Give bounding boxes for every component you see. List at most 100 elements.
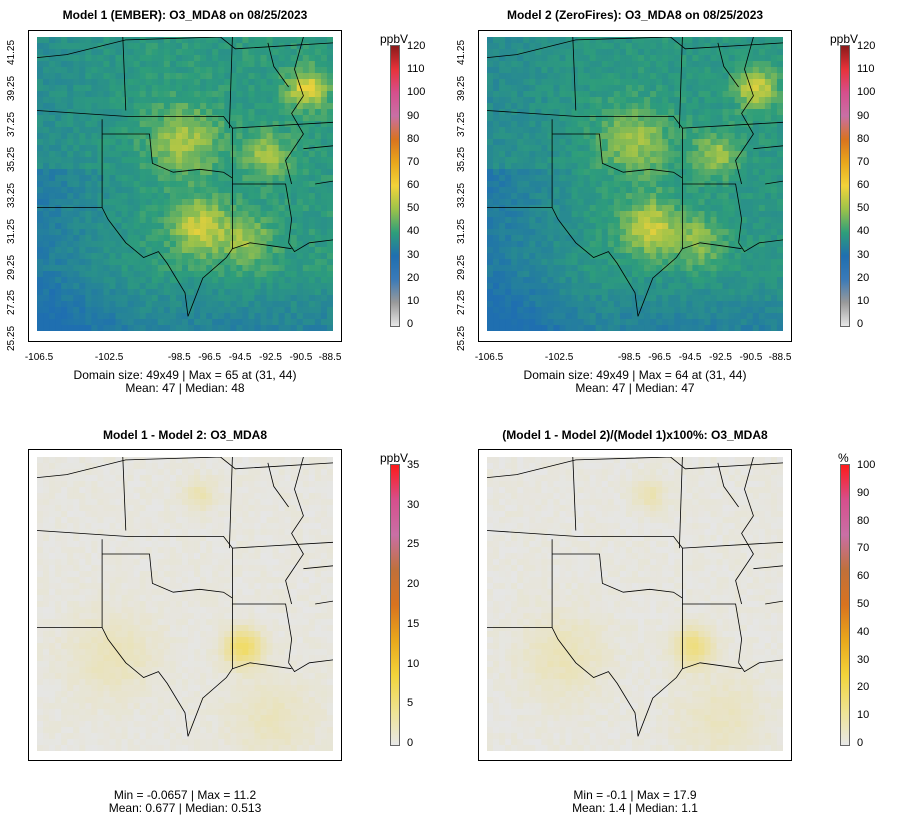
grid-cell xyxy=(272,175,280,182)
grid-cell xyxy=(320,259,328,266)
grid-cell xyxy=(613,49,621,56)
grid-cell xyxy=(91,307,99,314)
grid-cell xyxy=(188,91,195,98)
grid-cell xyxy=(55,97,62,104)
grid-cell xyxy=(595,259,603,266)
grid-cell xyxy=(758,127,766,134)
grid-cell xyxy=(716,97,724,104)
state-boundary xyxy=(487,207,639,317)
grid-cell xyxy=(523,151,530,158)
grid-cell xyxy=(583,67,591,74)
grid-cell xyxy=(487,271,494,278)
grid-cell xyxy=(631,139,639,146)
grid-cell xyxy=(266,91,274,98)
grid-cell xyxy=(109,217,117,224)
grid-cell xyxy=(505,259,512,266)
grid-cell xyxy=(320,151,328,158)
grid-cell xyxy=(37,175,44,182)
grid-cell xyxy=(188,319,195,326)
grid-cell xyxy=(722,37,730,44)
grid-cell xyxy=(650,121,657,128)
grid-cell xyxy=(487,157,494,164)
x-tick-label: -90.5 xyxy=(289,352,313,363)
grid-cell xyxy=(121,325,129,331)
grid-cell xyxy=(260,313,268,320)
grid-cell xyxy=(505,187,512,194)
grid-cell xyxy=(758,325,766,331)
grid-cell xyxy=(272,55,280,62)
grid-cell xyxy=(668,151,675,158)
grid-cell xyxy=(631,205,639,212)
grid-cell xyxy=(326,103,333,110)
grid-cell xyxy=(752,265,760,272)
grid-cell xyxy=(601,97,609,104)
grid-cell xyxy=(517,295,524,302)
grid-cell xyxy=(206,109,213,116)
grid-cell xyxy=(266,199,274,206)
grid-cell xyxy=(758,253,766,260)
grid-cell xyxy=(115,181,123,188)
grid-cell xyxy=(103,121,111,128)
grid-cell xyxy=(631,181,639,188)
grid-cell xyxy=(230,103,237,110)
grid-cell xyxy=(103,307,111,314)
grid-cell xyxy=(200,283,207,290)
grid-cell xyxy=(541,319,549,326)
grid-cell xyxy=(302,259,310,266)
grid-cell xyxy=(746,193,754,200)
grid-cell xyxy=(553,157,561,164)
grid-cell xyxy=(260,193,268,200)
grid-cell xyxy=(559,133,567,140)
grid-cell xyxy=(109,127,117,134)
grid-cell xyxy=(668,79,675,86)
grid-cell xyxy=(314,169,322,176)
grid-cell xyxy=(266,127,274,134)
grid-cell xyxy=(308,229,316,236)
grid-cell xyxy=(49,61,56,68)
grid-cell xyxy=(601,127,609,134)
grid-cell xyxy=(109,145,117,152)
grid-cell xyxy=(499,325,506,331)
grid-cell xyxy=(722,121,730,128)
grid-cell xyxy=(218,187,225,194)
grid-cell xyxy=(254,49,262,56)
grid-cell xyxy=(224,43,231,50)
grid-cell xyxy=(163,91,171,98)
grid-cell xyxy=(613,235,621,242)
grid-cell xyxy=(212,61,219,68)
grid-cell xyxy=(320,109,328,116)
grid-cell xyxy=(650,241,657,248)
grid-cell xyxy=(175,211,183,218)
grid-cell xyxy=(565,85,573,92)
grid-cell xyxy=(764,295,772,302)
grid-cell xyxy=(61,247,68,254)
grid-cell xyxy=(698,277,706,284)
grid-cell xyxy=(595,199,603,206)
grid-cell xyxy=(716,85,724,92)
grid-cell xyxy=(242,103,250,110)
grid-cell xyxy=(79,61,86,68)
grid-cell xyxy=(644,115,651,122)
grid-cell xyxy=(674,307,681,314)
grid-cell xyxy=(710,241,718,248)
grid-cell xyxy=(631,49,639,56)
grid-cell xyxy=(91,295,99,302)
grid-cell xyxy=(127,169,135,176)
grid-cell xyxy=(638,97,645,104)
grid-cell xyxy=(302,133,310,140)
grid-cell xyxy=(290,175,298,182)
grid-cell xyxy=(680,283,687,290)
grid-cell xyxy=(133,43,141,50)
grid-cell xyxy=(284,289,292,296)
grid-cell xyxy=(752,235,760,242)
grid-cell xyxy=(43,265,50,272)
grid-cell xyxy=(674,157,681,164)
grid-cell xyxy=(188,37,195,44)
grid-cell xyxy=(224,37,231,44)
grid-cell xyxy=(607,217,615,224)
grid-cell xyxy=(326,97,333,104)
grid-cell xyxy=(308,199,316,206)
grid-cell xyxy=(589,301,597,308)
grid-cell xyxy=(67,163,74,170)
grid-cell xyxy=(260,91,268,98)
